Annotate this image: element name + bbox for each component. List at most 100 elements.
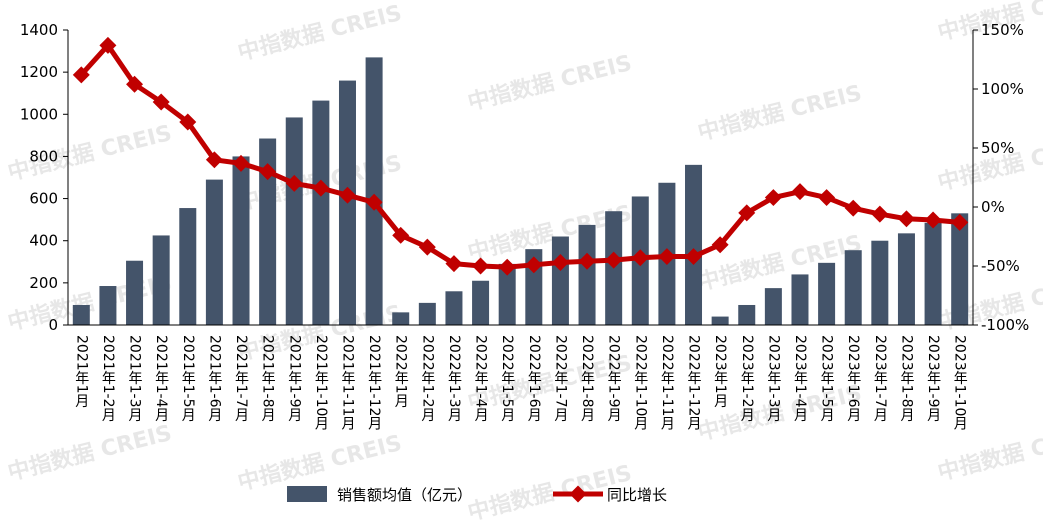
x-tick-label: 2022年1-11月 [659, 335, 675, 432]
bar [312, 100, 330, 325]
bar [924, 222, 942, 325]
watermark-text: 中指数据 CREIS [235, 0, 404, 66]
line-point-marker [711, 236, 729, 254]
x-tick-label: 2021年1-2月 [100, 335, 116, 423]
line-point-marker [205, 151, 223, 169]
bar [99, 286, 117, 325]
x-tick-label: 2022年1-5月 [499, 335, 515, 423]
line-point-marker [472, 257, 490, 275]
line-point-marker [498, 258, 516, 276]
line-point-marker [738, 204, 756, 222]
bar [551, 236, 569, 325]
x-tick-label: 2022年1-7月 [552, 335, 568, 423]
bar [205, 179, 223, 325]
y-right-tick-label: -50% [981, 257, 1020, 275]
y-left-tick-label: 1200 [20, 63, 58, 81]
bar [472, 280, 490, 325]
axes [63, 29, 978, 326]
legend-bar-label: 销售额均值（亿元） [337, 486, 472, 504]
bar [897, 233, 915, 325]
y-right-tick-label: 50% [981, 139, 1014, 157]
line-point-marker [179, 113, 197, 131]
x-tick-label: 2021年1-4月 [153, 335, 169, 423]
line-point-marker [897, 210, 915, 228]
x-tick-label: 2021年1-11月 [339, 335, 355, 432]
line-point-marker [525, 256, 543, 274]
line-point-marker [99, 36, 117, 54]
legend-line-label: 同比增长 [607, 486, 667, 504]
x-tick-label: 2023年1-3月 [765, 335, 781, 423]
x-tick-label: 2023年1-7月 [872, 335, 888, 423]
bar [578, 224, 596, 325]
bar [232, 156, 250, 325]
bar [498, 263, 516, 325]
bar [711, 316, 729, 325]
bar [445, 291, 463, 325]
bar [126, 260, 144, 325]
line-point-marker [312, 179, 330, 197]
line-point-marker [605, 251, 623, 269]
bar [259, 138, 277, 325]
x-tick-label: 2021年1-7月 [233, 335, 249, 423]
line-point-marker [232, 154, 250, 172]
line-point-marker [285, 174, 303, 192]
legend-bar-swatch [287, 486, 327, 502]
y-axis-right-labels: -100% -50% 0% 50% 100% 150% [981, 21, 1029, 334]
x-tick-label: 2023年1月 [712, 335, 728, 409]
line-point-marker [578, 252, 596, 270]
bar [844, 250, 862, 325]
line-point-marker [72, 66, 90, 84]
bar [72, 304, 90, 325]
line-point-marker [791, 183, 809, 201]
watermark-text: 中指数据 CREIS [5, 420, 174, 486]
x-tick-label: 2021年1-12月 [366, 335, 382, 432]
y-right-tick-label: -100% [981, 316, 1029, 334]
bar [179, 208, 197, 325]
y-left-tick-label: 800 [29, 147, 58, 165]
line-point-marker [951, 213, 969, 231]
x-tick-label: 2023年1-4月 [792, 335, 808, 423]
line-point-marker [871, 205, 889, 223]
bar [951, 213, 969, 325]
y-right-tick-label: 150% [981, 21, 1024, 39]
line-point-marker [685, 248, 702, 266]
y-left-tick-label: 200 [29, 274, 58, 292]
x-tick-label: 2023年1-9月 [925, 335, 941, 423]
bar [764, 288, 782, 325]
y-right-tick-label: 0% [981, 198, 1005, 216]
x-tick-label: 2021年1-9月 [286, 335, 302, 423]
bar [738, 304, 756, 325]
x-tick-label: 2023年1-8月 [898, 335, 914, 423]
watermark-text: 中指数据 CREIS [695, 80, 864, 146]
x-tick-label: 2022年1月 [393, 335, 409, 409]
bar [685, 164, 703, 325]
bar [152, 235, 170, 325]
x-tick-label: 2022年1-6月 [526, 335, 542, 423]
x-tick-label: 2021年1-10月 [313, 335, 329, 432]
line-point-marker [924, 211, 942, 229]
line-point-marker [418, 238, 436, 256]
line-point-marker [365, 193, 383, 211]
legend: 销售额均值（亿元） 同比增长 [287, 485, 667, 504]
line-point-marker [339, 186, 356, 204]
x-tick-label: 2022年1-10月 [632, 335, 648, 432]
line-point-marker [445, 255, 463, 273]
x-tick-label: 2022年1-8月 [579, 335, 595, 423]
x-tick-label: 2023年1-10月 [952, 335, 968, 432]
y-left-tick-label: 1400 [20, 21, 58, 39]
line-point-marker [551, 253, 569, 271]
bar [818, 262, 836, 325]
line-point-marker [658, 248, 676, 266]
x-tick-label: 2021年1-8月 [260, 335, 276, 423]
bar [871, 240, 889, 325]
bar [392, 312, 410, 325]
y-left-tick-label: 1000 [20, 105, 58, 123]
x-tick-label: 2023年1-5月 [819, 335, 835, 423]
x-tick-label: 2021年1-3月 [127, 335, 143, 423]
y-right-tick-label: 100% [981, 80, 1024, 98]
x-tick-label: 2022年1-12月 [686, 335, 702, 432]
line-point-marker [152, 93, 170, 111]
x-tick-label: 2021年1月 [73, 335, 89, 409]
line-point-marker [818, 189, 836, 207]
